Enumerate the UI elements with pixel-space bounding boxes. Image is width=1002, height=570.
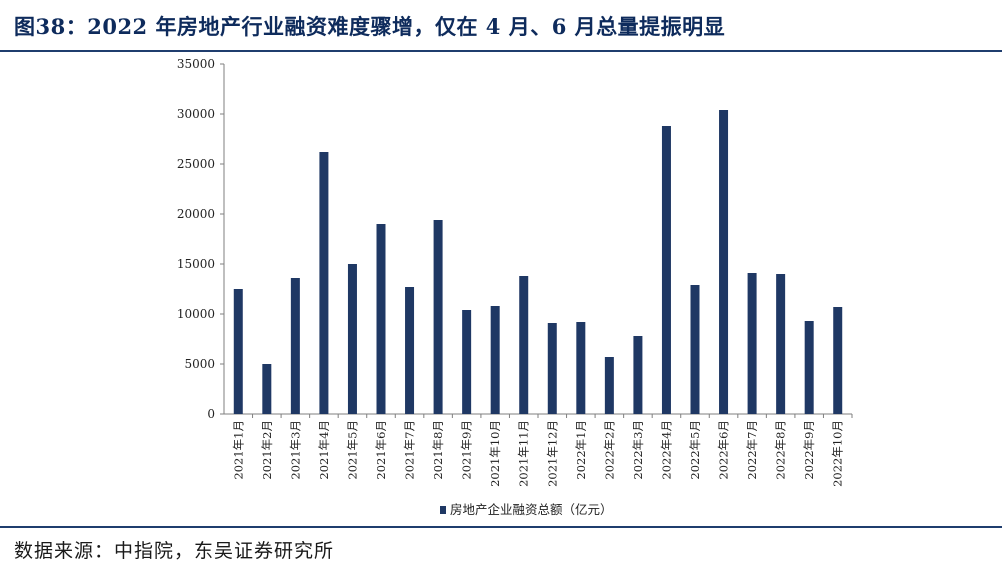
bar [604, 357, 614, 414]
y-tick-label: 20000 [177, 207, 215, 221]
bar [519, 276, 529, 414]
bar [347, 264, 357, 414]
x-tick-label: 2021年2月 [260, 420, 274, 480]
y-tick-label: 35000 [177, 57, 215, 71]
bar [747, 273, 757, 414]
x-tick-label: 2022年7月 [745, 420, 759, 480]
x-tick-label: 2021年8月 [431, 420, 445, 480]
y-tick-label: 15000 [177, 257, 215, 271]
x-tick-label: 2022年9月 [802, 420, 816, 480]
bar [547, 323, 557, 414]
bar [290, 278, 300, 414]
bottom-rule [0, 526, 1002, 528]
x-tick-label: 2021年10月 [488, 420, 502, 487]
x-tick-label: 2021年3月 [288, 420, 302, 480]
x-tick-label: 2022年4月 [659, 420, 673, 480]
bar [690, 285, 700, 414]
top-rule [0, 50, 1002, 52]
bar [233, 289, 243, 414]
bar [405, 287, 415, 414]
y-tick-label: 30000 [177, 107, 215, 121]
title-bar: 图38：2022 年房地产行业融资难度骤增，仅在 4 月、6 月总量提振明显 [0, 0, 1002, 48]
x-tick-label: 2021年4月 [317, 420, 331, 480]
x-tick-label: 2022年3月 [631, 420, 645, 480]
bar [776, 274, 786, 414]
bar [576, 322, 586, 414]
source-note: 数据来源：中指院，东吴证券研究所 [14, 540, 335, 562]
bar [376, 224, 386, 414]
y-tick-label: 10000 [177, 307, 215, 321]
bar [719, 110, 729, 414]
x-tick-label: 2022年10月 [831, 420, 845, 487]
figure-title: 图38：2022 年房地产行业融资难度骤增，仅在 4 月、6 月总量提振明显 [14, 14, 726, 39]
bar [804, 321, 814, 414]
x-tick-label: 2021年7月 [403, 420, 417, 480]
x-tick-label: 2021年6月 [374, 420, 388, 480]
x-tick-label: 2021年11月 [517, 420, 531, 487]
bar [633, 336, 643, 414]
x-tick-label: 2021年5月 [345, 420, 359, 480]
y-tick-label: 0 [207, 407, 215, 421]
bar [833, 307, 843, 414]
bar [490, 306, 500, 414]
x-tick-label: 2022年6月 [717, 420, 731, 480]
bar [319, 152, 329, 414]
chart-area: 0 5000 10000 15000 20000 25000 30000 35000 2021年… [0, 52, 1002, 526]
x-tick-label: 2021年12月 [545, 420, 559, 487]
x-tick-label: 2021年1月 [231, 420, 245, 480]
x-tick-label: 2022年8月 [774, 420, 788, 480]
y-tick-label: 25000 [177, 157, 215, 171]
legend-swatch [440, 506, 446, 514]
bar [262, 364, 272, 414]
y-tick-label: 5000 [184, 357, 215, 371]
bar [433, 220, 443, 414]
bar [462, 310, 472, 414]
legend-label: 房地产企业融资总额（亿元） [450, 502, 613, 517]
x-tick-label: 2022年5月 [688, 420, 702, 480]
x-tick-label: 2022年2月 [602, 420, 616, 480]
x-tick-label: 2022年1月 [574, 420, 588, 480]
x-tick-label: 2021年9月 [460, 420, 474, 480]
bar [661, 126, 671, 414]
bar-chart: 0 5000 10000 15000 20000 25000 30000 35000 2021年… [177, 57, 853, 517]
